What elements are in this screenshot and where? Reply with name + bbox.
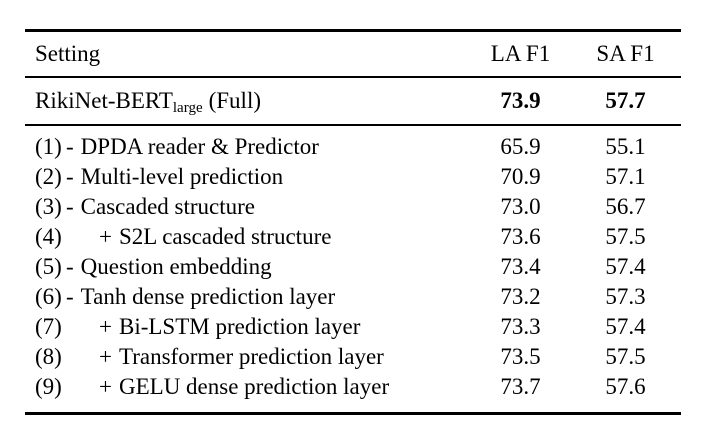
setting-cell: (6) - Tanh dense prediction layer <box>25 283 473 311</box>
setting-cell: (9) + GELU dense prediction layer <box>25 373 473 401</box>
sa-f1-cell: 56.7 <box>605 194 646 220</box>
row-number: (8) <box>35 344 62 370</box>
ablation-table: Setting LA F1 SA F1 RikiNet-BERTlarge (Fu… <box>25 29 681 415</box>
header-la-f1: LA F1 <box>490 41 551 67</box>
row-number: (1) <box>35 134 62 160</box>
setting-label: Bi-LSTM prediction layer <box>118 314 361 340</box>
sa-f1-cell: 57.5 <box>605 344 646 370</box>
la-f1-cell: 73.6 <box>500 224 541 250</box>
header-separator-rule <box>25 76 681 78</box>
sa-f1-cell: 57.5 <box>605 224 646 250</box>
full-model-la-f1: 73.9 <box>500 88 541 114</box>
row-number: (3) <box>35 194 62 220</box>
sa-f1-cell: 57.6 <box>605 374 646 400</box>
la-f1-cell: 73.2 <box>500 284 541 310</box>
la-f1-cell: 73.4 <box>500 254 541 280</box>
setting-label: DPDA reader & Predictor <box>80 134 319 160</box>
setting-cell: (2) - Multi-level prediction <box>25 163 473 191</box>
table-bottom-rule <box>25 412 681 415</box>
ablation-operator: - <box>66 254 74 280</box>
sa-f1-cell: 55.1 <box>605 134 646 160</box>
la-f1-cell: 73.7 <box>500 374 541 400</box>
setting-cell: (5) - Question embedding <box>25 253 473 281</box>
model-suffix: (Full) <box>208 88 261 114</box>
sa-f1-cell: 57.4 <box>605 254 646 280</box>
setting-cell: (8) + Transformer prediction layer <box>25 343 473 371</box>
sa-f1-cell: 57.4 <box>605 314 646 340</box>
setting-label: Multi-level prediction <box>80 164 284 190</box>
setting-cell: (4) + S2L cascaded structure <box>25 223 473 251</box>
setting-cell: (3) - Cascaded structure <box>25 193 473 221</box>
table-row: (9) + GELU dense prediction layer 73.7 57.… <box>25 372 681 402</box>
setting-label: S2L cascaded structure <box>118 224 332 250</box>
ablation-operator: - <box>66 134 74 160</box>
setting-cell: (1) - DPDA reader & Predictor <box>25 133 473 161</box>
la-f1-cell: 65.9 <box>500 134 541 160</box>
setting-label: Question embedding <box>80 254 272 280</box>
la-f1-cell: 73.5 <box>500 344 541 370</box>
ablation-operator: + <box>99 374 112 400</box>
table-row: (6) - Tanh dense prediction layer 73.2 57.… <box>25 282 681 312</box>
table-top-rule <box>25 29 681 32</box>
table-row: (7) + Bi-LSTM prediction layer 73.3 57.4 <box>25 312 681 342</box>
table-row: (5) - Question embedding 73.4 57.4 <box>25 252 681 282</box>
table-row: (1) - DPDA reader & Predictor 65.9 55.1 <box>25 132 681 162</box>
la-f1-cell: 73.3 <box>500 314 541 340</box>
header-setting: Setting <box>35 41 101 67</box>
table-row: (8) + Transformer prediction layer 73.5 57… <box>25 342 681 372</box>
ablation-operator: - <box>66 164 74 190</box>
row-number: (6) <box>35 284 62 310</box>
row-number: (2) <box>35 164 62 190</box>
table-row: (2) - Multi-level prediction 70.9 57.1 <box>25 162 681 192</box>
header-sa-f1: SA F1 <box>596 41 655 67</box>
sa-f1-cell: 57.3 <box>605 284 646 310</box>
setting-label: Transformer prediction layer <box>118 344 384 370</box>
row-number: (4) <box>35 224 62 250</box>
setting-cell: (7) + Bi-LSTM prediction layer <box>25 313 473 341</box>
setting-label: GELU dense prediction layer <box>118 374 390 400</box>
setting-label: Tanh dense prediction layer <box>80 284 336 310</box>
ablation-operator: - <box>66 194 74 220</box>
row-number: (9) <box>35 374 62 400</box>
table-row: (3) - Cascaded structure 73.0 56.7 <box>25 192 681 222</box>
full-row-separator-rule <box>25 124 681 126</box>
ablation-operator: - <box>66 284 74 310</box>
table-header-row: Setting LA F1 SA F1 <box>25 32 681 76</box>
full-model-label: RikiNet-BERTlarge (Full) <box>25 87 473 117</box>
row-number: (5) <box>35 254 62 280</box>
full-model-row: RikiNet-BERTlarge (Full) 73.9 57.7 <box>25 78 681 124</box>
sa-f1-cell: 57.1 <box>605 164 646 190</box>
table-row: (4) + S2L cascaded structure 73.6 57.5 <box>25 222 681 252</box>
la-f1-cell: 73.0 <box>500 194 541 220</box>
ablation-rows: (1) - DPDA reader & Predictor 65.9 55.1 (2… <box>25 126 681 412</box>
setting-label: Cascaded structure <box>80 194 256 220</box>
ablation-operator: + <box>99 314 112 340</box>
ablation-operator: + <box>99 344 112 370</box>
ablation-operator: + <box>99 224 112 250</box>
row-number: (7) <box>35 314 62 340</box>
model-name: RikiNet-BERT <box>35 88 173 114</box>
la-f1-cell: 70.9 <box>500 164 541 190</box>
model-size-subscript: large <box>172 100 203 117</box>
full-model-sa-f1: 57.7 <box>605 88 646 114</box>
